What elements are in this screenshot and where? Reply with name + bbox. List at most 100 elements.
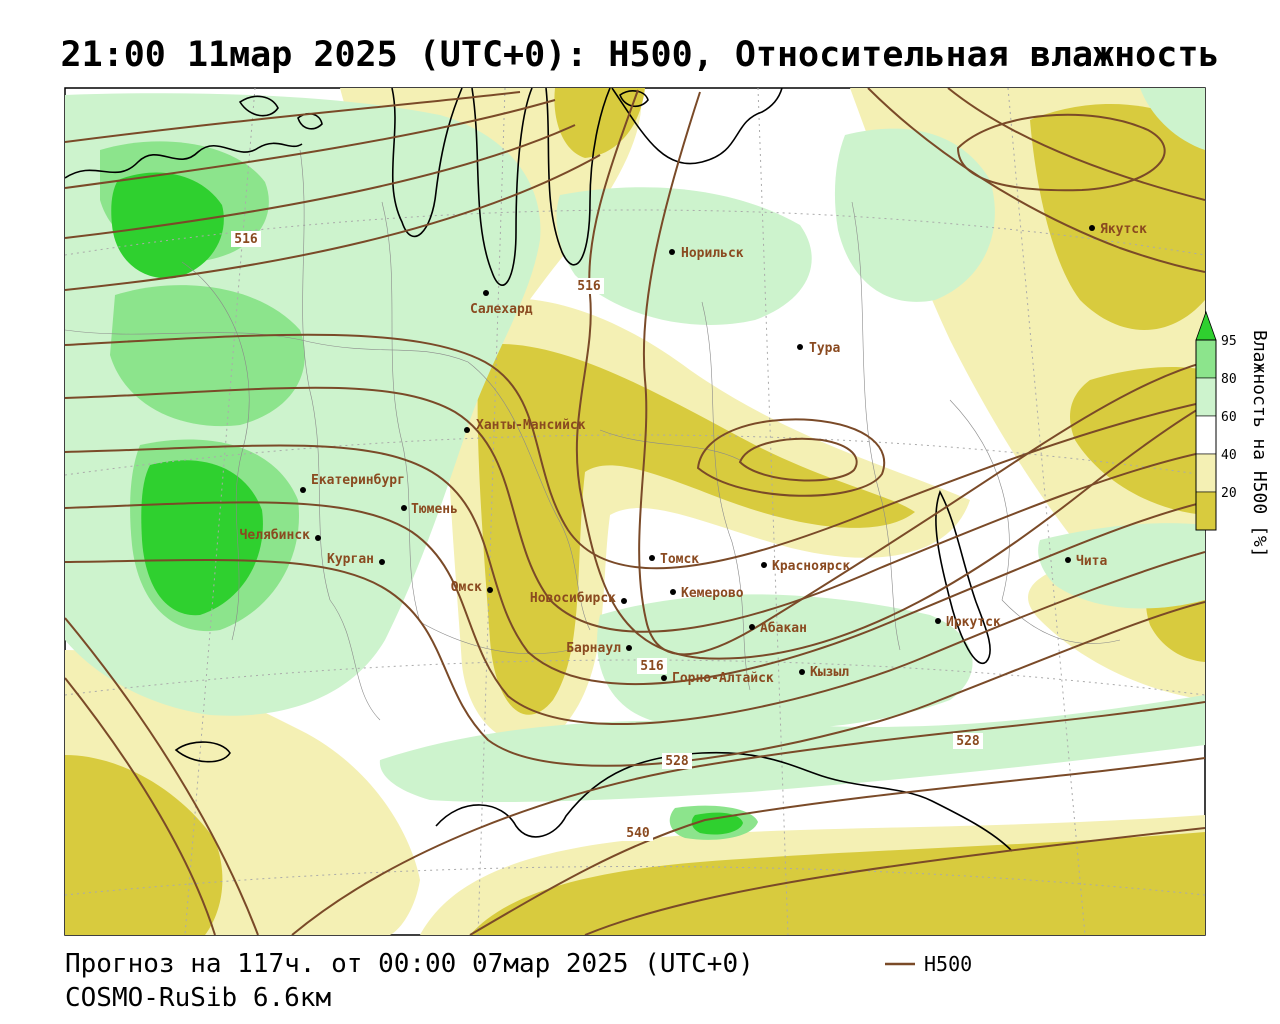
cities-layer: Норильск Салехард Тура Якутск Ханты-Мансийск… [240, 222, 1148, 686]
city-label: Якутск [1100, 222, 1147, 237]
city-dot [483, 290, 489, 296]
contour-label: 528 [953, 733, 983, 749]
city-dot [649, 555, 655, 561]
city-dot [797, 344, 803, 350]
city-marker: Тура [797, 341, 840, 356]
city-marker: Якутск [1089, 222, 1147, 237]
h500-line-label: H500 [924, 952, 972, 976]
contour-label-bg [231, 231, 261, 247]
colorbar-tick-label: 60 [1221, 410, 1237, 425]
city-label: Курган [327, 552, 374, 567]
forecast-info-line: Прогноз на 117ч. от 00:00 07мар 2025 (UT… [65, 949, 754, 979]
line-legend: H500 [885, 952, 972, 976]
city-dot [621, 598, 627, 604]
city-dot [379, 559, 385, 565]
city-dot [1065, 557, 1071, 563]
city-dot [1089, 225, 1095, 231]
colorbar-segment [1195, 339, 1217, 379]
city-dot [749, 624, 755, 630]
city-marker: Екатеринбург [300, 473, 405, 493]
contour-label: 516 [574, 278, 604, 294]
contour-label: 516 [637, 658, 667, 674]
city-marker: Кызыл [799, 665, 849, 680]
contour-label-text: 528 [956, 734, 980, 749]
city-label: Абакан [760, 621, 807, 636]
lake-baikal [935, 490, 991, 665]
city-marker: Омск [451, 580, 493, 595]
contour-labels-layer: 516 516 516 528 528 540 [231, 231, 983, 841]
colorbar-tick-label: 95 [1221, 334, 1237, 349]
colorbar-ticks: 95 80 60 40 20 [1221, 334, 1237, 501]
contour-label-text: 516 [577, 279, 601, 294]
contour-label-text: 516 [640, 659, 664, 674]
city-marker: Норильск [669, 246, 744, 261]
city-marker: Барнаул [566, 641, 632, 656]
model-info-line: COSMO-RuSib 6.6км [65, 983, 331, 1013]
page-title: 21:00 11мар 2025 (UTC+0): H500, Относите… [61, 35, 1220, 75]
city-marker: Чита [1065, 554, 1107, 569]
city-label: Ханты-Мансийск [476, 418, 586, 433]
city-marker: Томск [649, 552, 699, 567]
city-dot [464, 427, 470, 433]
city-marker: Кемерово [670, 586, 744, 601]
city-dot [935, 618, 941, 624]
city-marker: Салехард [470, 290, 533, 317]
contour-label: 528 [662, 753, 692, 769]
city-dot [670, 589, 676, 595]
colorbar-segment [1195, 453, 1217, 493]
city-label: Чита [1076, 554, 1107, 569]
colorbar-outline [1195, 339, 1217, 531]
city-label: Норильск [681, 246, 744, 261]
city-label: Томск [660, 552, 699, 567]
city-dot [799, 669, 805, 675]
city-dot [487, 587, 493, 593]
city-label: Екатеринбург [311, 473, 405, 488]
contour-label-bg [662, 753, 692, 769]
colorbar: 95 80 60 40 20 Влажность на H500 [%] [1195, 310, 1270, 558]
city-label: Красноярск [772, 559, 850, 574]
city-dot [401, 505, 407, 511]
city-label: Тюмень [411, 502, 458, 517]
contour-label-text: 540 [626, 826, 650, 841]
city-label: Горно-Алтайск [672, 671, 774, 686]
city-marker: Тюмень [401, 502, 458, 517]
colorbar-tick-label: 20 [1221, 486, 1237, 501]
city-marker: Красноярск [761, 559, 850, 574]
city-marker: Курган [327, 552, 385, 567]
colorbar-tick-label: 40 [1221, 448, 1237, 463]
city-dot [661, 675, 667, 681]
coastline-layer [65, 88, 1013, 852]
contour-label-text: 516 [234, 232, 258, 247]
contour-label: 540 [623, 825, 653, 841]
contour-label-text: 528 [665, 754, 689, 769]
colorbar-segments [1195, 339, 1217, 531]
contour-label-bg [953, 733, 983, 749]
city-label: Салехард [470, 302, 533, 317]
contour-label-bg [623, 825, 653, 841]
contour-lines-layer [65, 88, 1205, 935]
colorbar-segment [1195, 415, 1217, 455]
city-label: Кызыл [810, 665, 849, 680]
city-marker: Иркутск [935, 615, 1001, 630]
city-label: Омск [451, 580, 482, 595]
city-label: Барнаул [566, 641, 621, 656]
city-label: Тура [809, 341, 840, 356]
city-marker: Горно-Алтайск [661, 671, 774, 686]
city-marker: Новосибирск [530, 591, 627, 606]
city-label: Кемерово [681, 586, 744, 601]
city-dot [626, 645, 632, 651]
contour-label-bg [637, 658, 667, 674]
city-marker: Абакан [749, 621, 807, 636]
city-dot [315, 535, 321, 541]
colorbar-segment [1195, 377, 1217, 417]
city-dot [669, 249, 675, 255]
contour-label-bg [574, 278, 604, 294]
city-label: Иркутск [946, 615, 1001, 630]
city-dot [300, 487, 306, 493]
city-marker: Челябинск [240, 528, 321, 543]
city-dot [761, 562, 767, 568]
city-label: Новосибирск [530, 591, 616, 606]
colorbar-axis-label: Влажность на H500 [%] [1249, 330, 1270, 558]
city-marker: Ханты-Мансийск [464, 418, 586, 433]
